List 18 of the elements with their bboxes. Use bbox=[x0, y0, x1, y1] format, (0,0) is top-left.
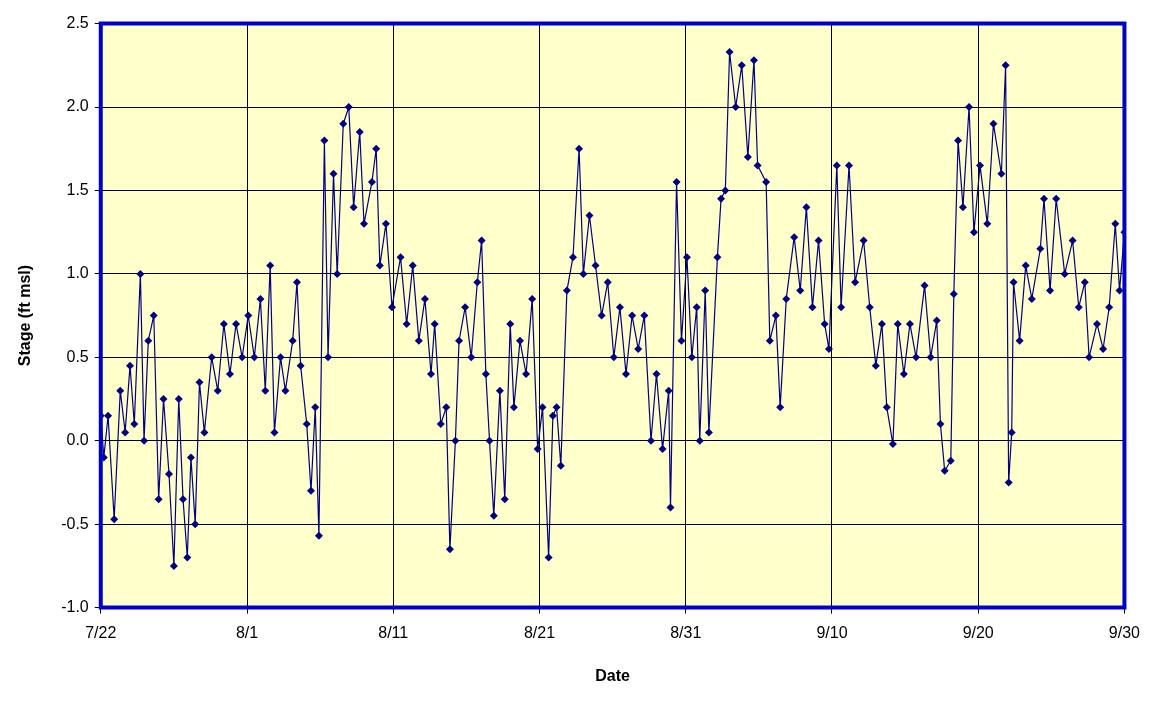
x-tick-label: 8/1 bbox=[235, 623, 259, 641]
y-tick-label: 1.0 bbox=[66, 264, 89, 282]
x-tick-label: 8/31 bbox=[670, 623, 702, 641]
y-tick-label: 0.0 bbox=[66, 431, 89, 449]
y-axis-title: Stage (ft msl) bbox=[16, 264, 34, 367]
y-tick-label: -1.0 bbox=[61, 598, 89, 616]
y-tick-label: 2.0 bbox=[66, 97, 89, 115]
x-tick-label: 8/11 bbox=[378, 623, 409, 641]
x-tick-label: 9/30 bbox=[1108, 623, 1141, 641]
x-tick-label: 9/10 bbox=[816, 623, 848, 641]
x-axis-title: Date bbox=[595, 666, 631, 684]
x-tick-label: 9/20 bbox=[962, 623, 994, 641]
y-tick-label: 0.5 bbox=[66, 347, 89, 365]
y-tick-label: -0.5 bbox=[61, 514, 89, 532]
x-tick-label: 7/22 bbox=[85, 623, 117, 641]
y-tick-label: 1.5 bbox=[66, 180, 89, 198]
x-tick-label: 8/21 bbox=[523, 623, 556, 641]
y-tick-label: 2.5 bbox=[66, 14, 89, 32]
